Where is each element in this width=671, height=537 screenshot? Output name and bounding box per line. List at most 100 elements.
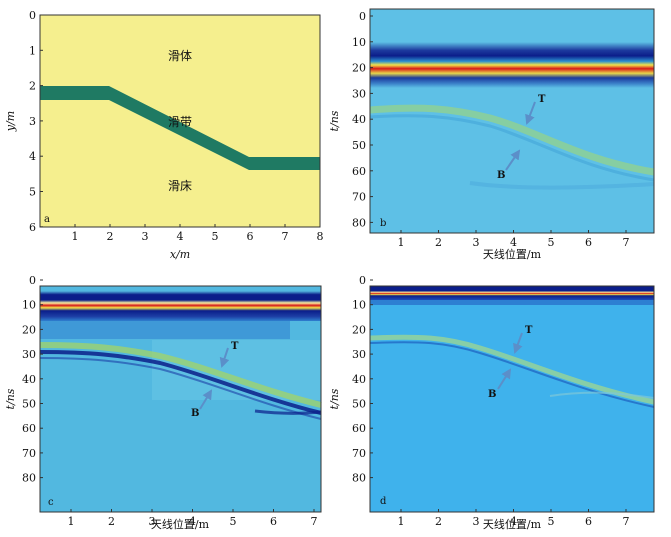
panel-b-y-tick-label: 30: [352, 87, 366, 100]
panel-b-arrow-b: [505, 149, 521, 171]
panel-a-y-tick-label: 5: [29, 186, 36, 199]
panel-b-x-ticks: 1 2 3 4 5 6 7: [398, 230, 630, 249]
panel-b-x-label: 天线位置/m: [483, 247, 542, 261]
panel-d-radargram: T B d 1 2 3 4 5 6 7 0 10 20 30 40 50 60 70 80 天线位置/m t…: [328, 274, 655, 531]
panel-c-x-tick-label: 6: [270, 515, 277, 528]
panel-d-arrow-t-label: T: [525, 325, 533, 336]
panel-a-x-tick-label: 7: [282, 230, 289, 243]
panel-a-y-tick-label: 0: [29, 9, 36, 22]
panel-a-y-tick-label: 4: [29, 150, 36, 163]
panel-c-letter: c: [48, 497, 54, 508]
panel-b-y-tick-label: 40: [352, 113, 366, 126]
panel-a-model: 滑体 滑带 滑床 a 1 2 3 4 5 6 7 8 0 1 2 3 4 5 6 x/m y/m: [4, 9, 324, 261]
panel-c-y-label: t/ns: [4, 388, 17, 409]
panel-c-x-tick-label: 1: [68, 515, 75, 528]
panel-c-arrow-t-label: T: [231, 341, 239, 352]
panel-b-y-tick-label: 60: [352, 165, 366, 178]
panel-d-y-tick-label: 70: [352, 447, 366, 460]
panel-a-x-tick-label: 2: [107, 230, 114, 243]
panel-c-x-tick-label: 3: [149, 515, 156, 528]
panel-a-y-label: y/m: [4, 111, 17, 132]
panel-c-y-ticks: 0 10 20 30 40 50 60 70 80: [22, 274, 43, 485]
panel-b-radargram: T B b 1 2 3 4 5 6 7 0 10 20 30 40 50 60 70 80 天线位置/m t…: [328, 8, 655, 261]
panel-c-y-tick-label: 30: [22, 348, 36, 361]
panel-b-y-tick-label: 0: [359, 10, 366, 23]
panel-d-x-ticks: 1 2 3 4 5 6 7: [398, 509, 630, 528]
panel-a-letter: a: [44, 214, 50, 225]
panel-b-direct-wave: [370, 42, 654, 88]
panel-c-radargram: T B c 1 2 3 4 5 6 7 0 10 20 30 40 50 60 70 80 天线位置/m t…: [4, 274, 322, 531]
panel-c-x-tick-label: 5: [230, 515, 237, 528]
zone-middle-label: 滑带: [168, 115, 192, 129]
panel-c-y-tick-label: 10: [22, 299, 36, 312]
panel-d-arrow-t: [513, 332, 523, 354]
panel-d-y-tick-label: 60: [352, 422, 366, 435]
panel-a-x-ticks: 1 2 3 4 5 6 7 8: [72, 224, 324, 243]
panel-d-x-tick-label: 2: [435, 515, 442, 528]
panel-d-y-ticks: 0 10 20 30 40 50 60 70 80: [352, 274, 373, 485]
panel-c-x-tick-label: 7: [311, 515, 318, 528]
panel-b-x-tick-label: 5: [548, 236, 555, 249]
panel-a-x-tick-label: 8: [317, 230, 324, 243]
panel-a-y-tick-label: 3: [29, 115, 36, 128]
panel-c-x-tick-label: 4: [189, 515, 196, 528]
panel-a-x-tick-label: 6: [247, 230, 254, 243]
panel-c-direct-wave: [40, 291, 321, 321]
panel-a-x-tick-label: 4: [177, 230, 184, 243]
panel-a-y-ticks: 0 1 2 3 4 5 6: [29, 9, 43, 234]
panel-d-y-tick-label: 30: [352, 348, 366, 361]
panel-c-y-tick-label: 60: [22, 422, 36, 435]
panel-c-y-tick-label: 50: [22, 398, 36, 411]
panel-b-arrow-t: [525, 101, 536, 125]
panel-d-y-tick-label: 20: [352, 323, 366, 336]
panel-d-letter: d: [380, 496, 387, 507]
panel-b-y-tick-label: 20: [352, 62, 366, 75]
panel-d-x-tick-label: 6: [585, 515, 592, 528]
panel-c-y-tick-label: 40: [22, 373, 36, 386]
panel-c-arrow-b-label: B: [191, 408, 199, 419]
panel-b-y-tick-label: 10: [352, 36, 366, 49]
panel-b-arrow-b-label: B: [497, 170, 505, 181]
panel-a-y-tick-label: 6: [29, 221, 36, 234]
panel-b-letter: b: [380, 218, 386, 229]
panel-b-x-tick-label: 1: [398, 236, 405, 249]
panel-d-y-tick-label: 0: [359, 274, 366, 287]
zone-top-label: 滑体: [168, 49, 192, 63]
panel-a-x-tick-label: 3: [142, 230, 149, 243]
panel-d-x-tick-label: 4: [510, 515, 517, 528]
panel-b-x-tick-label: 3: [473, 236, 480, 249]
panel-d-arrow-b-label: B: [488, 389, 496, 400]
panel-a-x-tick-label: 5: [212, 230, 219, 243]
panel-c-reflection: [39, 342, 322, 408]
panel-a-y-tick-label: 2: [29, 80, 36, 93]
panel-c-x-label: 天线位置/m: [151, 517, 210, 531]
panel-c-arrow-b: [199, 389, 213, 410]
panel-c-y-tick-label: 70: [22, 447, 36, 460]
panel-b-arrow-t-label: T: [538, 94, 546, 105]
panel-d-y-tick-label: 80: [352, 472, 366, 485]
panel-b-y-tick-label: 50: [352, 139, 366, 152]
panel-b-reflection: [369, 104, 655, 176]
panel-d-x-tick-label: 3: [473, 515, 480, 528]
panel-b-x-tick-label: 6: [585, 236, 592, 249]
panel-d-arrow-b: [497, 368, 512, 390]
panel-d-y-label: t/ns: [328, 388, 341, 409]
panel-b-x-tick-label: 7: [623, 236, 630, 249]
panel-a-x-label: x/m: [170, 248, 190, 261]
panel-a-y-tick-label: 1: [29, 44, 36, 57]
panel-d-y-tick-label: 10: [352, 299, 366, 312]
panel-d-direct-wave: [370, 286, 654, 300]
panel-b-y-tick-label: 70: [352, 191, 366, 204]
panel-c-x-tick-label: 2: [108, 515, 115, 528]
panel-b-y-ticks: 0 10 20 30 40 50 60 70 80: [352, 10, 373, 229]
panel-d-x-tick-label: 1: [398, 515, 405, 528]
panel-c-y-tick-label: 0: [29, 274, 36, 287]
panel-a-x-tick-label: 1: [72, 230, 79, 243]
panel-b-x-tick-label: 2: [435, 236, 442, 249]
panel-d-y-tick-label: 50: [352, 398, 366, 411]
panel-c-y-tick-label: 80: [22, 472, 36, 485]
panel-c-y-tick-label: 20: [22, 323, 36, 336]
panel-c-x-ticks: 1 2 3 4 5 6 7: [68, 509, 318, 528]
panel-d-reflection: [369, 334, 655, 405]
